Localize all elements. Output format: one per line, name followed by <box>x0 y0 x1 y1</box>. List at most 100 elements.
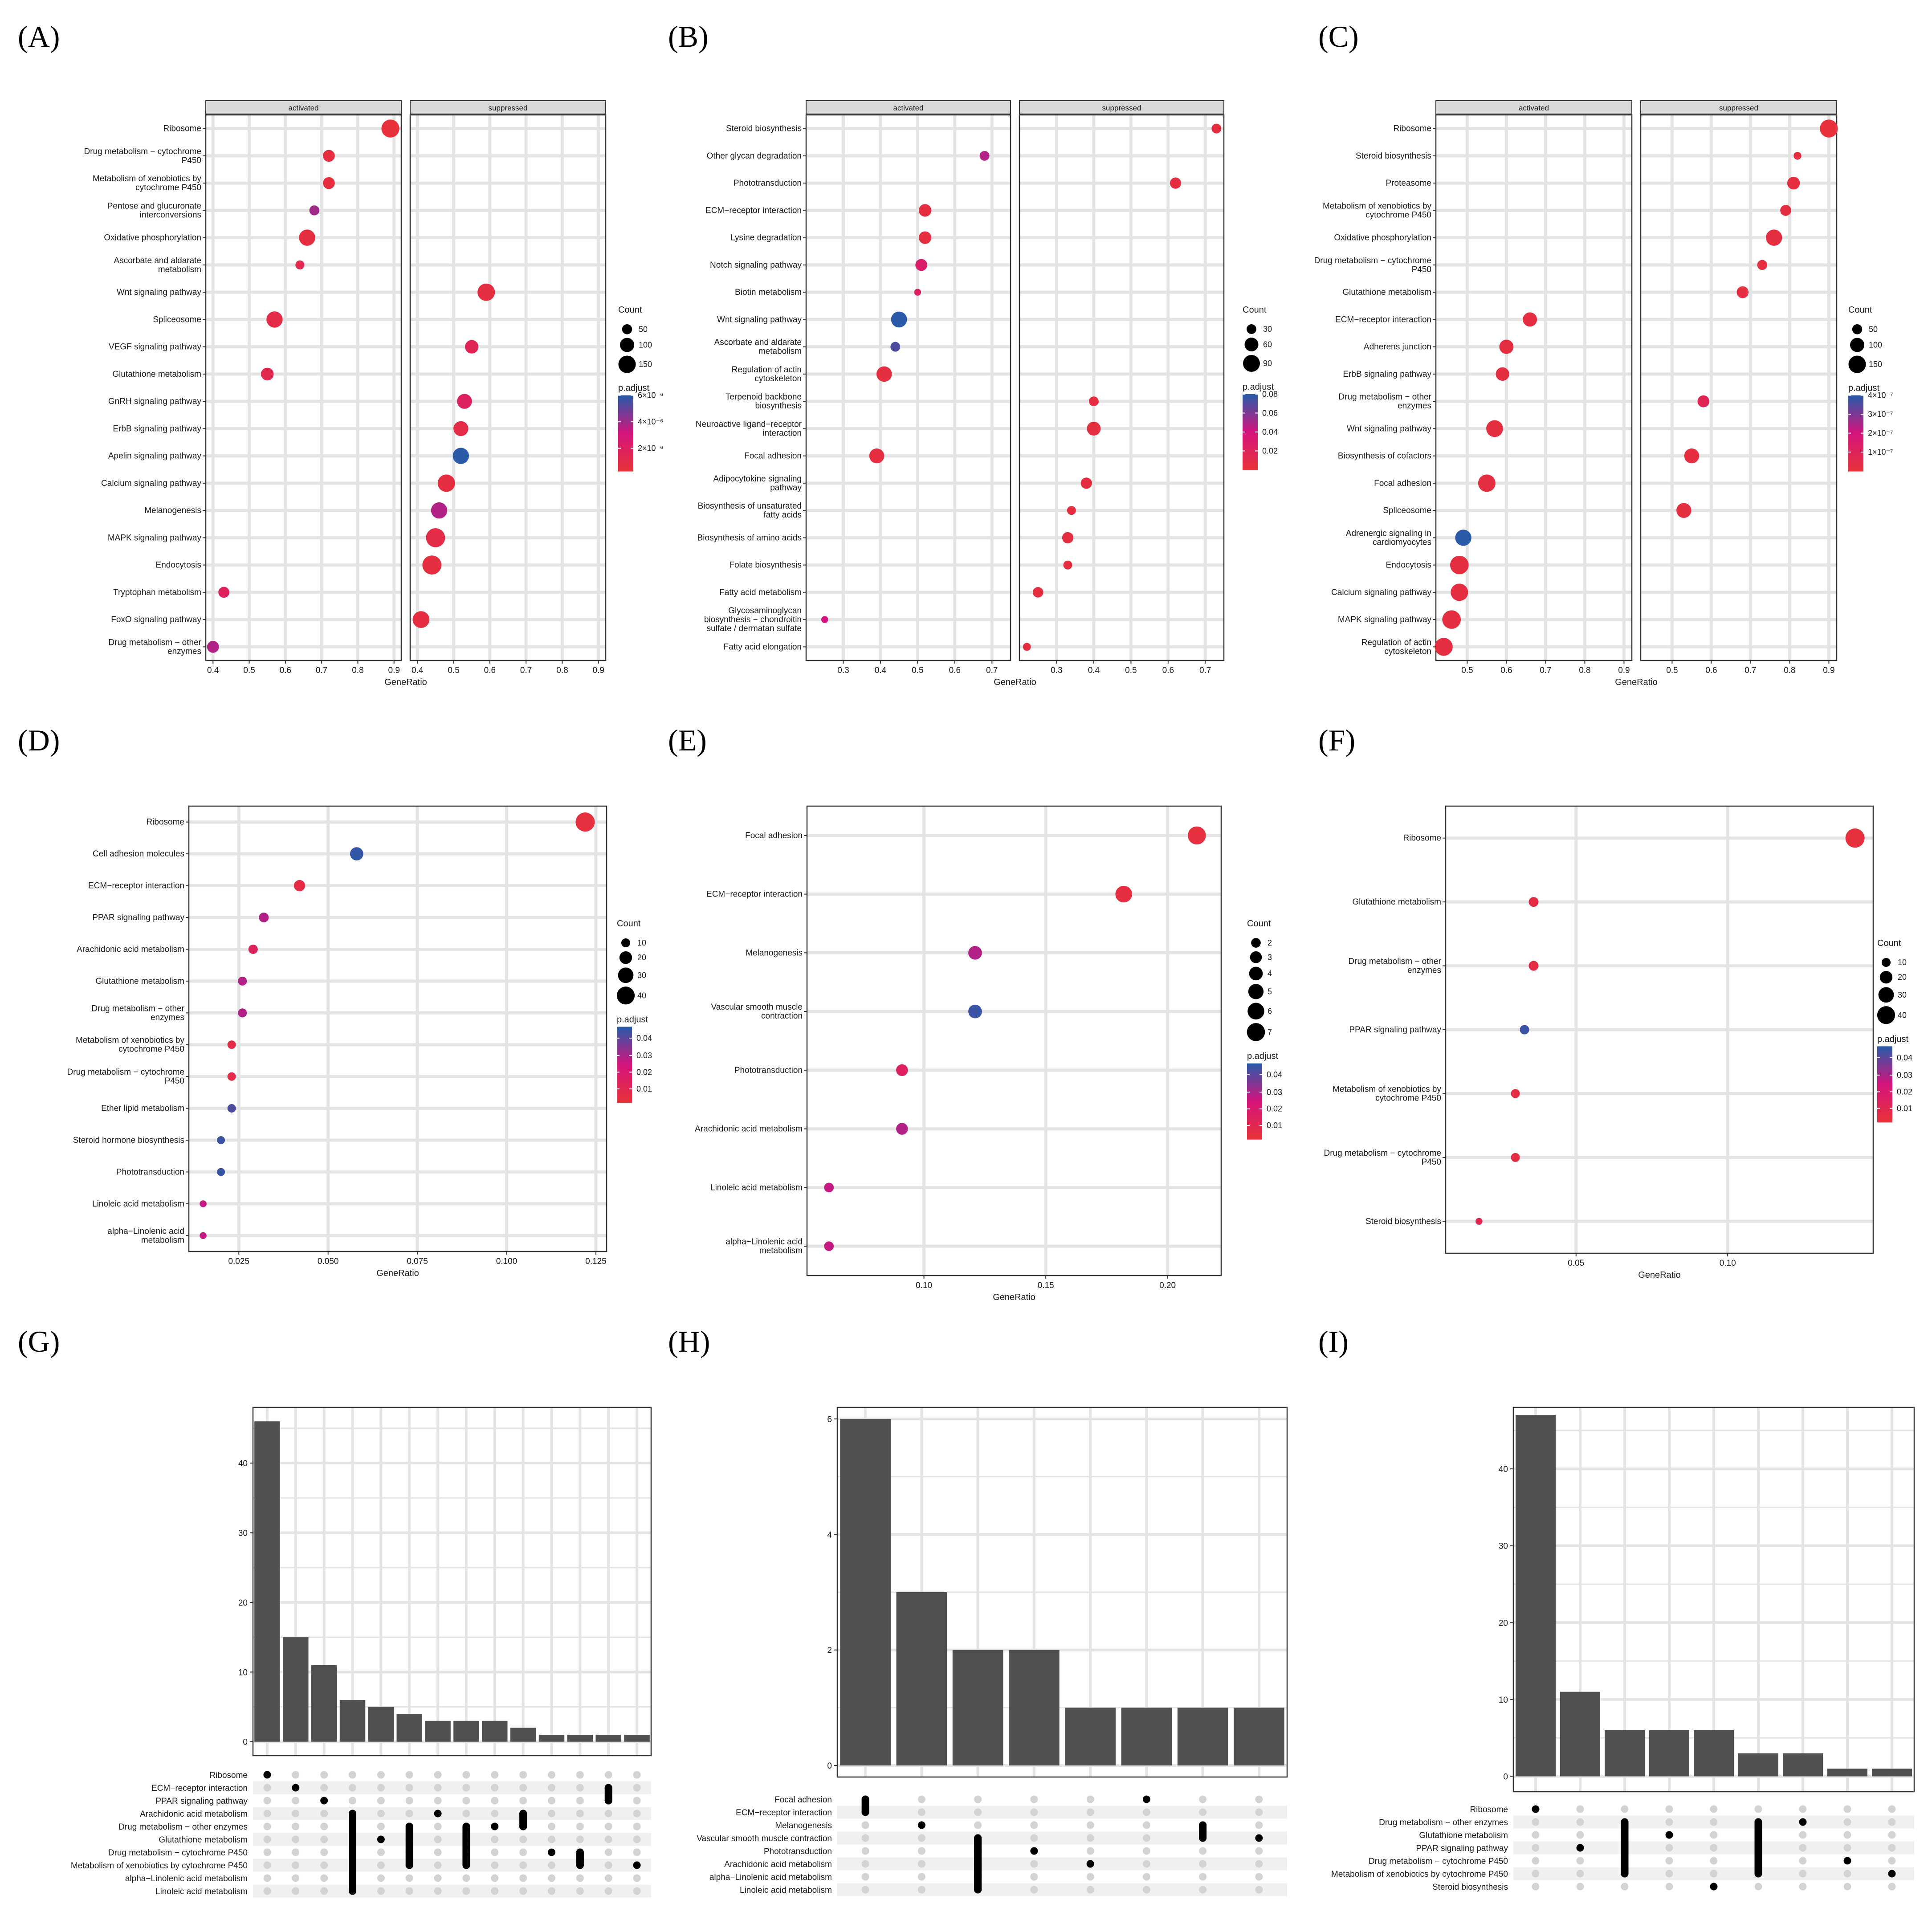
y-category-label: Focal adhesion <box>745 831 803 840</box>
matrix-dot-on <box>1888 1870 1896 1878</box>
matrix-dot-off <box>292 1848 300 1856</box>
colorbar-step <box>1247 1067 1262 1070</box>
matrix-dot-off <box>320 1848 328 1856</box>
y-category-label: Neuroactive ligand−receptor interaction <box>696 420 802 438</box>
y-category-label: Drug metabolism − other enzymes <box>1348 957 1441 975</box>
colorbar-step <box>1848 433 1863 436</box>
matrix-dot-off <box>1799 1870 1807 1878</box>
colorbar-label: 0.02 <box>1897 1087 1912 1096</box>
legend-size-label: 50 <box>1869 325 1878 334</box>
colorbar-step <box>618 469 633 472</box>
y-category-label: Adipocytokine signaling pathway <box>713 474 802 493</box>
matrix-dot-off <box>491 1874 499 1882</box>
legend-size-dot <box>622 324 632 334</box>
colorbar-step <box>618 416 633 419</box>
matrix-band <box>837 1883 1287 1896</box>
y-category-label: Calcium signaling pathway <box>101 479 201 488</box>
colorbar-step <box>1243 434 1258 436</box>
colorbar-step <box>617 1076 632 1079</box>
legend-padj-title: p.adjust <box>1243 382 1274 392</box>
intersection-bar <box>595 1735 621 1742</box>
data-point <box>309 205 320 216</box>
colorbar-step <box>617 1027 632 1029</box>
data-point <box>1511 1153 1520 1162</box>
colorbar-step <box>1848 452 1863 455</box>
y-category-label: Glutathione metabolism <box>95 977 184 986</box>
data-point <box>1211 123 1222 134</box>
matrix-dot-off <box>576 1874 584 1882</box>
matrix-dot-off <box>1888 1883 1896 1891</box>
panel-B: (B) activated 0.3 0.4 0.5 0.6 0.7 suppressed 0.3… <box>668 20 1278 687</box>
y-category-label: Apelin signaling pathway <box>108 452 202 461</box>
data-point <box>207 641 219 653</box>
x-tick-label: 0.6 <box>1705 666 1717 675</box>
colorbar-step <box>617 1055 632 1058</box>
y-tick-label: 4 <box>827 1530 832 1540</box>
y-category-label: Linoleic acid metabolism <box>92 1199 184 1209</box>
y-category-label: Focal adhesion <box>1374 479 1431 488</box>
plot-frame <box>1512 1406 1915 1793</box>
matrix-dot-off <box>1199 1860 1207 1868</box>
matrix-dot-off <box>462 1784 470 1792</box>
y-tick-label: 10 <box>238 1668 248 1677</box>
colorbar-step <box>617 1048 632 1050</box>
colorbar-label: 0.01 <box>1267 1121 1282 1130</box>
colorbar-step <box>1848 418 1863 420</box>
matrix-dot-off <box>292 1887 300 1895</box>
intersection-bar <box>396 1714 422 1742</box>
matrix-dot-off <box>917 1860 925 1868</box>
legend-count-title: Count <box>1848 305 1872 315</box>
x-tick-label: 0.4 <box>412 666 424 675</box>
intersection-bar <box>896 1592 947 1766</box>
legend-padj-title: p.adjust <box>1877 1034 1908 1044</box>
intersection-bar <box>1605 1730 1645 1777</box>
set-label: Steroid biosynthesis <box>1432 1883 1508 1892</box>
matrix-dot-off <box>263 1848 271 1856</box>
facet-strip <box>410 100 606 114</box>
colorbar-step <box>618 403 633 405</box>
colorbar-step <box>618 397 633 400</box>
intersection-bar <box>311 1665 337 1742</box>
colorbar-step <box>1877 1099 1892 1102</box>
panel-label-D: (D) <box>18 723 60 757</box>
legend-padj-title: p.adjust <box>618 383 649 393</box>
matrix-dot-off <box>1086 1834 1094 1842</box>
matrix-dot-off <box>1710 1831 1718 1839</box>
matrix-dot-off <box>519 1874 527 1882</box>
matrix-dot-off <box>434 1874 442 1882</box>
colorbar-step <box>1247 1092 1262 1094</box>
x-axis-title: GeneRatio <box>384 677 427 687</box>
matrix-band <box>837 1831 1287 1845</box>
set-label: Arachidonic acid metabolism <box>724 1860 832 1869</box>
colorbar-step <box>617 1028 632 1031</box>
data-point <box>248 944 258 954</box>
set-label: Vascular smooth muscle contraction <box>697 1834 832 1843</box>
matrix-dot-on <box>491 1822 499 1830</box>
x-tick-label: 0.6 <box>1162 666 1174 675</box>
data-point <box>876 366 892 382</box>
colorbar-step <box>617 1042 632 1044</box>
y-category-label: Ribosome <box>1403 834 1441 843</box>
colorbar-step <box>618 435 633 438</box>
plot-frame <box>805 114 1011 661</box>
data-point <box>1511 1089 1520 1098</box>
data-point <box>869 448 884 464</box>
colorbar-step <box>618 448 633 451</box>
matrix-dot-off <box>604 1874 612 1882</box>
matrix-dot-off <box>1199 1847 1207 1855</box>
data-point <box>918 231 932 244</box>
colorbar-step <box>1848 422 1863 424</box>
intersection-bar <box>567 1735 593 1742</box>
y-category-label: Glycosaminoglycan biosynthesis − chondroi… <box>704 606 802 633</box>
legend-size-dot <box>1881 958 1891 967</box>
matrix-dot-off <box>1710 1870 1718 1878</box>
data-point <box>1520 1025 1529 1035</box>
matrix-dot-off <box>1799 1857 1807 1865</box>
data-point <box>1528 897 1539 907</box>
set-label: alpha−Linolenic acid metabolism <box>125 1874 248 1883</box>
colorbar-step <box>1848 456 1863 458</box>
matrix-dot-off <box>1710 1844 1718 1852</box>
y-category-label: Linoleic acid metabolism <box>710 1183 803 1192</box>
legend-size-dot <box>1877 1006 1895 1024</box>
